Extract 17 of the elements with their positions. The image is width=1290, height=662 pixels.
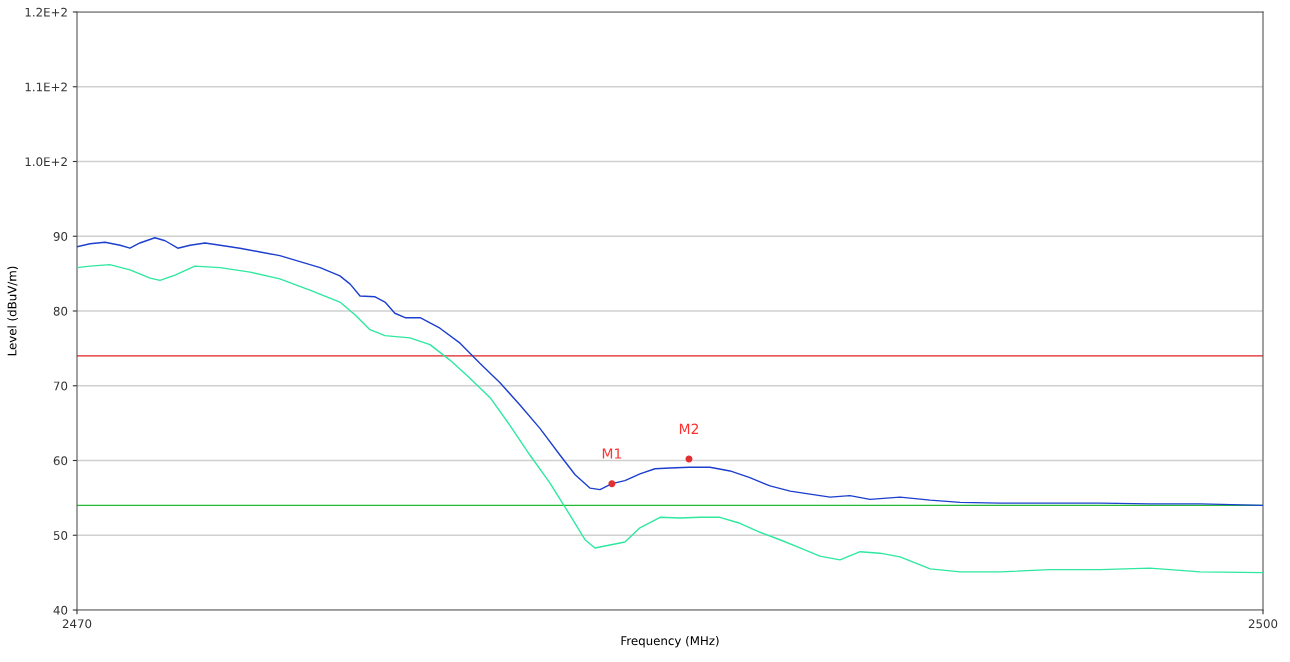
y-axis-title: Level (dBuV/m): [7, 266, 18, 356]
y-tick-label: 40: [53, 605, 68, 615]
y-tick-label: 60: [53, 456, 68, 466]
x-tick-label: 2500: [1248, 619, 1278, 629]
y-tick-label: 50: [53, 530, 68, 540]
y-tick-label: 80: [53, 306, 68, 316]
x-axis-title: Frequency (MHz): [621, 636, 719, 648]
y-tick-label: 1.1E+2: [25, 82, 67, 92]
line-series: [77, 237, 1263, 507]
x-tick-label: 2470: [62, 619, 92, 629]
y-tick-label: 70: [53, 381, 68, 391]
annotation: M1: [602, 448, 622, 459]
annotation: M2: [679, 423, 698, 434]
line-series: [77, 263, 1263, 574]
y-tick-label: 1.0E+2: [25, 157, 67, 167]
y-tick-label: 1.2E+2: [25, 7, 67, 17]
y-tick-label: 90: [53, 231, 68, 241]
